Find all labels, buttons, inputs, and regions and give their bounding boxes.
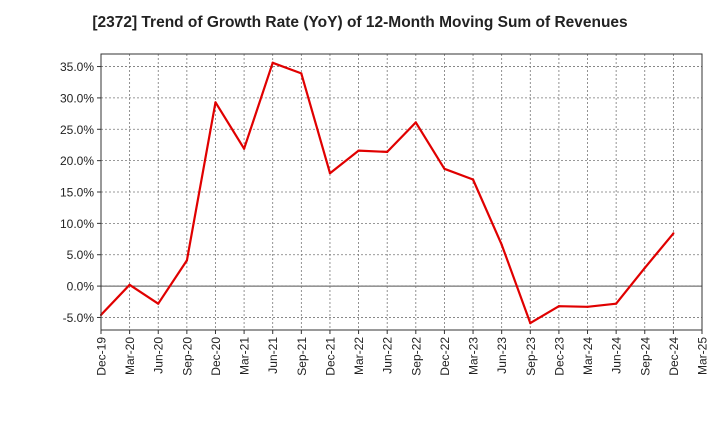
data-point (586, 305, 589, 308)
x-tick-label: Sep-24 (638, 337, 652, 376)
x-tick-label: Jun-23 (495, 337, 509, 374)
data-point (529, 322, 532, 325)
data-point (643, 266, 646, 269)
x-tick-label: Mar-23 (467, 337, 481, 375)
y-tick-label: 25.0% (60, 123, 94, 137)
x-tick-label: Mar-20 (123, 337, 137, 375)
data-point (557, 305, 561, 308)
y-tick-label: 0.0% (67, 280, 95, 294)
series-line-0 (100, 61, 675, 325)
x-tick-label: Mar-24 (581, 337, 595, 375)
x-tick-label: Sep-22 (409, 337, 423, 376)
y-tick-label: 20.0% (60, 154, 94, 168)
data-point (157, 302, 160, 305)
x-tick-label: Sep-23 (524, 337, 538, 376)
series-layer (99, 61, 675, 325)
x-tick-label: Jun-24 (610, 337, 624, 374)
x-tick-label: Jun-21 (266, 337, 280, 374)
grid-lines (101, 54, 702, 330)
y-tick-label: 10.0% (60, 217, 94, 231)
data-point (414, 121, 417, 124)
data-point (443, 167, 446, 170)
x-tick-label: Dec-23 (552, 337, 566, 376)
x-tick-label: Dec-24 (667, 337, 681, 376)
data-point (271, 61, 274, 64)
x-tick-label: Mar-21 (238, 337, 252, 375)
data-point (300, 72, 303, 75)
y-tick-label: 35.0% (60, 60, 94, 74)
data-point (185, 259, 188, 262)
x-tick-label: Mar-22 (352, 337, 366, 375)
y-tick-label: -5.0% (63, 311, 95, 325)
y-tick-label: 15.0% (60, 186, 94, 200)
data-point (500, 243, 503, 246)
plot-frame (100, 53, 703, 331)
data-point (214, 101, 217, 104)
x-tick-label: Mar-25 (696, 337, 710, 375)
x-tick-label: Jun-22 (381, 337, 395, 374)
x-tick-label: Jun-20 (152, 337, 166, 374)
data-point (357, 149, 360, 152)
x-tick-label: Sep-20 (180, 337, 194, 376)
data-point (328, 172, 332, 175)
data-point (471, 178, 475, 181)
data-point (128, 283, 131, 286)
data-point (672, 232, 675, 235)
x-tick-label: Dec-21 (323, 337, 337, 376)
x-tick-label: Dec-22 (438, 337, 452, 376)
chart-title: [2372] Trend of Growth Rate (YoY) of 12-… (92, 14, 628, 31)
x-tick-label: Sep-21 (295, 337, 309, 376)
x-tick-label: Dec-19 (95, 337, 109, 376)
y-axis: -5.0% 0.0% 5.0% 10.0% 15.0% 20.0% 25.0% 30.0% 35… (60, 60, 101, 325)
data-point (386, 150, 389, 153)
data-point (615, 302, 618, 305)
y-tick-label: 5.0% (67, 248, 95, 262)
x-tick-label: Dec-20 (209, 337, 223, 376)
y-tick-label: 30.0% (60, 91, 94, 105)
x-axis: Dec-19 Mar-20 Jun-20 Sep-20 Dec-20 Mar-21 Jun-… (95, 330, 710, 376)
data-point (242, 147, 246, 150)
